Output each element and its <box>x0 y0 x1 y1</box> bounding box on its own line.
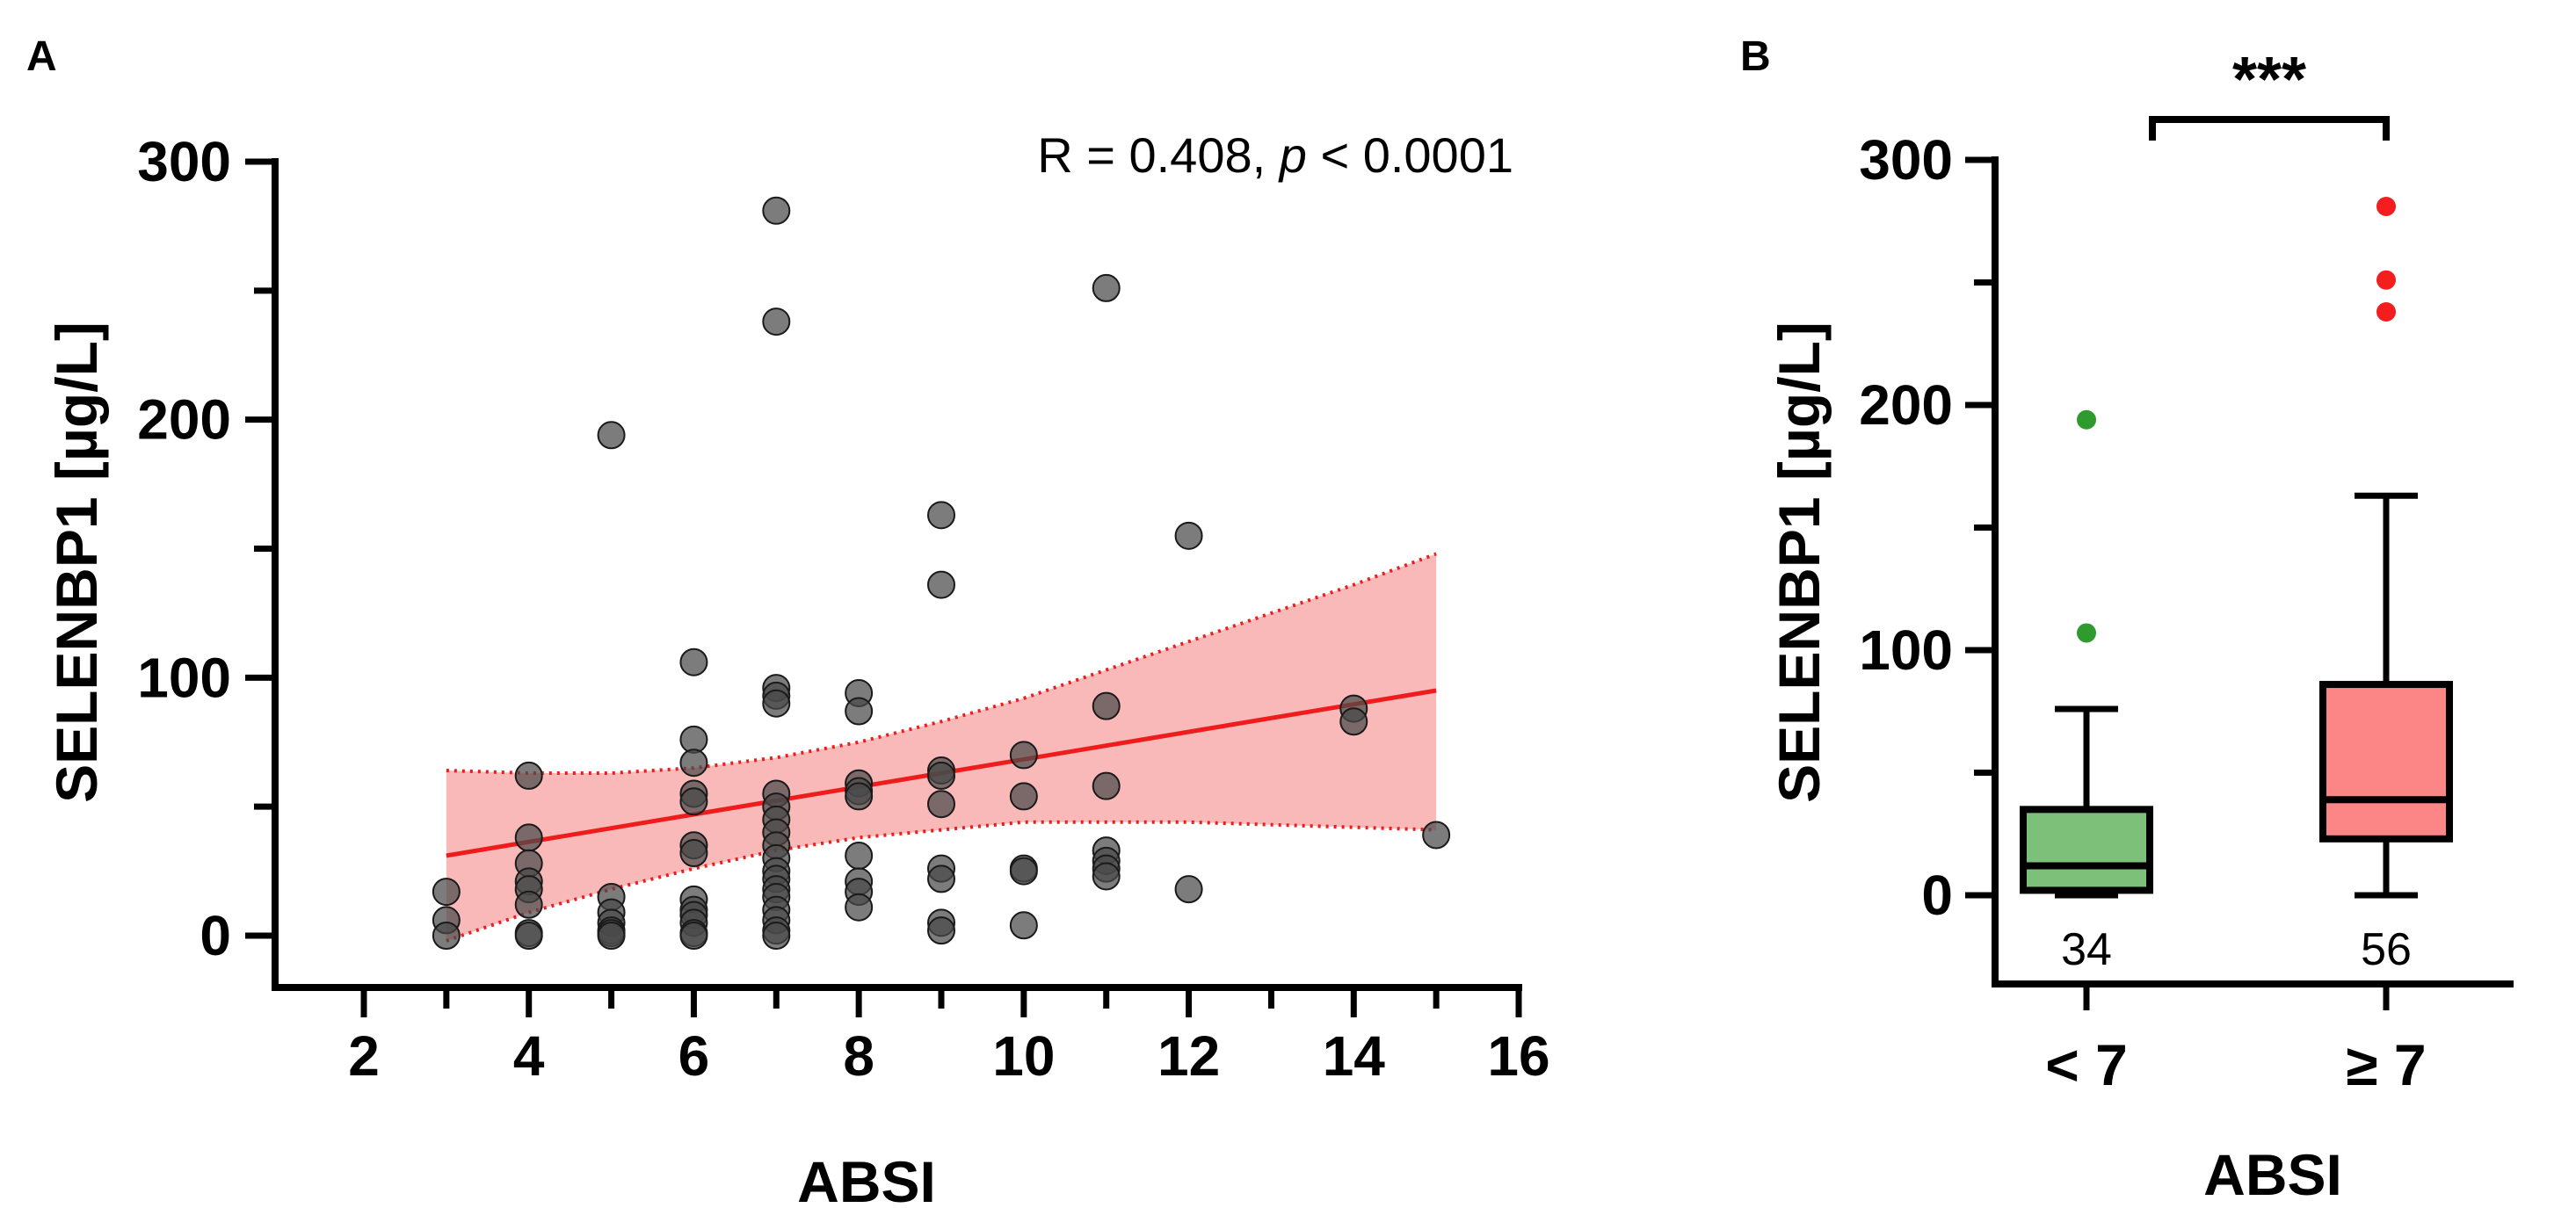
b-boxes: 34 < 7 56 ≥ 7 <box>2020 197 2453 1097</box>
a-y-tick-label: 0 <box>200 904 231 967</box>
data-point <box>845 841 874 870</box>
outlier-point <box>2376 301 2396 322</box>
data-point <box>514 922 543 950</box>
correlation-prefix: R = 0.408, <box>1037 127 1280 183</box>
group-category-label: ≥ 7 <box>2346 1032 2426 1097</box>
data-point <box>679 749 708 778</box>
a-x-tick-label: 6 <box>678 1024 710 1088</box>
a-ylabel: SELENBP1 [µg/L] <box>44 322 109 803</box>
data-point <box>597 922 626 950</box>
a-axes: 0 100 200 300 2 4 6 8 10 12 14 16 <box>137 130 1549 1088</box>
data-point <box>927 761 955 790</box>
outlier-point <box>2077 409 2096 430</box>
outlier-point <box>2376 197 2396 217</box>
a-x-tick-label: 10 <box>992 1024 1055 1088</box>
data-point <box>514 890 543 919</box>
group-category-label: < 7 <box>2045 1032 2128 1097</box>
group-n-label: 56 <box>2361 924 2412 975</box>
data-point <box>432 922 461 950</box>
a-xlabel: ABSI <box>797 1149 936 1208</box>
data-point <box>762 196 791 225</box>
correlation-suffix: < 0.0001 <box>1307 127 1513 183</box>
p-symbol: p <box>1278 127 1307 183</box>
outlier-point <box>2077 623 2096 643</box>
data-point <box>679 922 708 950</box>
data-point <box>927 570 955 599</box>
data-point <box>762 922 791 950</box>
a-x-tick-label: 14 <box>1323 1024 1386 1088</box>
a-y-tick-label: 200 <box>137 388 231 452</box>
data-point <box>1339 707 1368 736</box>
b-y-tick-label: 200 <box>1859 373 1953 437</box>
data-point <box>514 761 543 790</box>
data-point <box>1092 771 1121 800</box>
data-point <box>845 893 874 922</box>
a-y-tick-label: 300 <box>137 130 231 193</box>
data-point <box>432 878 461 907</box>
data-point <box>679 787 708 816</box>
data-point <box>927 790 955 819</box>
b-xlabel: ABSI <box>2203 1142 2342 1207</box>
a-y-tick-label: 100 <box>137 646 231 709</box>
panel-label-a: A <box>26 33 57 80</box>
data-point <box>597 421 626 450</box>
ci-lower-line <box>446 820 1437 943</box>
data-point <box>845 782 874 811</box>
data-point <box>514 823 543 852</box>
data-point <box>1174 875 1203 904</box>
significance-bracket <box>2149 116 2390 141</box>
data-point <box>1174 521 1203 550</box>
data-point <box>679 647 708 676</box>
data-point <box>679 839 708 868</box>
data-point <box>927 916 955 945</box>
significance-stars: *** <box>2232 45 2306 115</box>
data-point <box>1422 821 1451 850</box>
data-point <box>927 501 955 530</box>
b-y-tick-label: 0 <box>1921 864 1953 927</box>
data-point <box>762 307 791 336</box>
a-x-tick-label: 8 <box>843 1024 874 1088</box>
data-point <box>1009 857 1038 886</box>
b-y-tick-label: 100 <box>1859 618 1953 682</box>
ci-upper-line <box>446 552 1437 775</box>
group-n-label: 34 <box>2061 924 2112 975</box>
data-point <box>1009 741 1038 770</box>
a-x-tick-label: 2 <box>348 1024 380 1088</box>
panel-a-scatter: 0 100 200 300 2 4 6 8 10 12 14 16 <box>137 130 1549 1088</box>
correlation-annotation: R = 0.408, p < 0.0001 <box>1037 127 1513 183</box>
data-point <box>1009 911 1038 940</box>
outlier-point <box>2376 270 2396 290</box>
a-x-tick-label: 12 <box>1157 1024 1220 1088</box>
a-x-tick-label: 16 <box>1487 1024 1549 1088</box>
b-axes: 0 100 200 300 <box>1859 128 2514 1010</box>
data-point <box>1092 862 1121 891</box>
data-point <box>1009 782 1038 811</box>
data-point <box>1092 691 1121 720</box>
panel-label-b: B <box>1740 33 1771 80</box>
panel-b-boxplot: 34 < 7 56 ≥ 7 0 100 200 300 <box>1859 128 2514 1097</box>
data-point <box>927 864 955 893</box>
data-point <box>845 697 874 726</box>
data-point <box>1092 273 1121 302</box>
a-points <box>432 196 1451 950</box>
box-iqr <box>2020 806 2153 894</box>
b-ylabel: SELENBP1 [µg/L] <box>1767 322 1832 803</box>
data-point <box>762 689 791 718</box>
b-y-tick-label: 300 <box>1859 128 1953 192</box>
a-x-tick-label: 4 <box>513 1024 545 1088</box>
box-iqr <box>2319 681 2453 843</box>
